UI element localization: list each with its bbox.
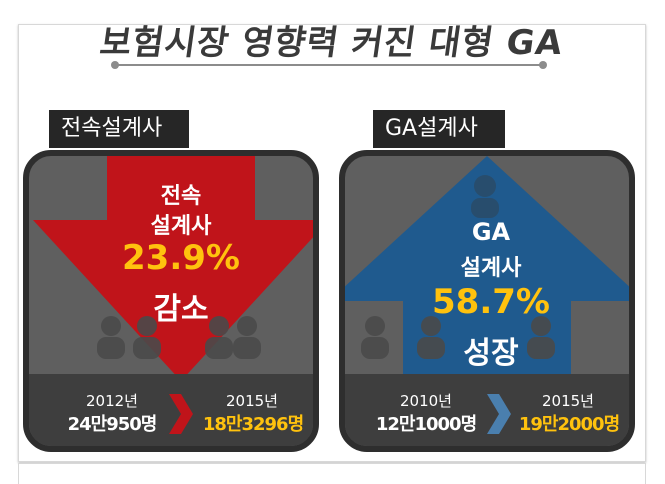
infographic-title: 보험시장 영향력 커진 대형 GA: [97, 24, 566, 63]
right-change: 성장: [463, 336, 519, 371]
right-chevron-right-icon: [487, 394, 511, 434]
left-bottom-bar: [29, 374, 313, 446]
underline-dot-right: [539, 61, 547, 69]
ga-agent-panel: GA 설계사 58.7% 성장 2010년 12만1000명 2015년 19만…: [339, 150, 635, 452]
right-percent: 58.7%: [432, 282, 550, 322]
ga-agent-tag: GA설계사: [373, 110, 505, 148]
left-from-year: 2012년: [86, 392, 138, 410]
left-label-line2: 설계사: [150, 214, 212, 239]
right-label-line1: GA: [471, 218, 511, 246]
underline-dot-left: [111, 61, 119, 69]
left-label-line1: 전속: [160, 184, 202, 209]
exclusive-agent-tag: 전속설계사: [49, 110, 189, 148]
right-label-line2: 설계사: [460, 256, 522, 281]
left-chevron-right-icon: [169, 394, 193, 434]
up-arrow-icon: [345, 156, 629, 386]
infographic-frame: 보험시장 영향력 커진 대형 GA 전속 설계사 23.9% 감소 2012년 …: [18, 24, 646, 462]
title-underline: [115, 64, 543, 66]
right-bottom-bar: [345, 374, 629, 446]
exclusive-agent-panel: 전속 설계사 23.9% 감소 2012년 24만950명 2015년 18만3…: [23, 150, 319, 452]
next-frame-edge: [18, 463, 646, 484]
left-change: 감소: [153, 292, 209, 327]
right-to-count: 19만2000명: [518, 414, 620, 435]
right-to-year: 2015년: [542, 392, 594, 410]
right-from-year: 2010년: [400, 392, 452, 410]
down-arrow-icon: [33, 156, 313, 381]
left-to-year: 2015년: [226, 392, 278, 410]
right-from-count: 12만1000명: [375, 414, 477, 435]
left-from-count: 24만950명: [67, 414, 158, 435]
left-percent: 23.9%: [122, 238, 240, 278]
left-to-count: 18만3296명: [202, 414, 304, 435]
